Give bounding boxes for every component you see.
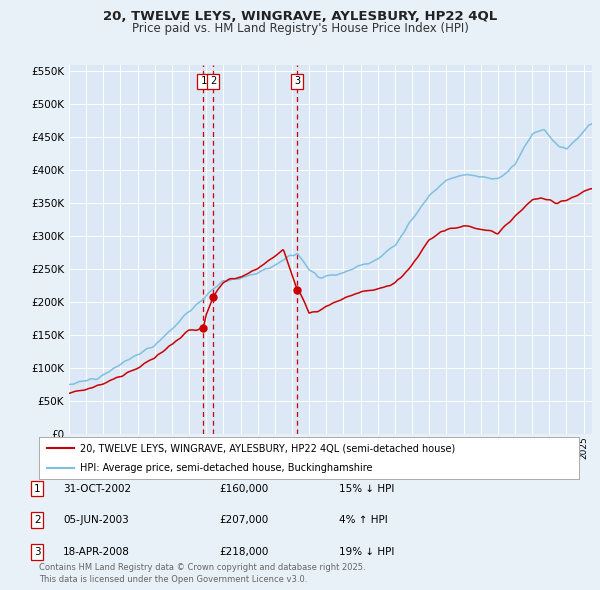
Text: 1: 1 <box>34 484 41 493</box>
Text: Price paid vs. HM Land Registry's House Price Index (HPI): Price paid vs. HM Land Registry's House … <box>131 22 469 35</box>
Text: 05-JUN-2003: 05-JUN-2003 <box>63 516 129 525</box>
Text: 18-APR-2008: 18-APR-2008 <box>63 548 130 557</box>
Text: 4% ↑ HPI: 4% ↑ HPI <box>339 516 388 525</box>
Text: 20, TWELVE LEYS, WINGRAVE, AYLESBURY, HP22 4QL: 20, TWELVE LEYS, WINGRAVE, AYLESBURY, HP… <box>103 10 497 23</box>
Text: HPI: Average price, semi-detached house, Buckinghamshire: HPI: Average price, semi-detached house,… <box>79 463 372 473</box>
Text: 20, TWELVE LEYS, WINGRAVE, AYLESBURY, HP22 4QL (semi-detached house): 20, TWELVE LEYS, WINGRAVE, AYLESBURY, HP… <box>79 443 455 453</box>
Text: 1: 1 <box>200 77 206 87</box>
Text: 31-OCT-2002: 31-OCT-2002 <box>63 484 131 493</box>
Text: £160,000: £160,000 <box>219 484 268 493</box>
Text: 2: 2 <box>211 77 217 87</box>
Text: £218,000: £218,000 <box>219 548 268 557</box>
Text: 3: 3 <box>294 77 300 87</box>
Text: £207,000: £207,000 <box>219 516 268 525</box>
Text: 15% ↓ HPI: 15% ↓ HPI <box>339 484 394 493</box>
Text: 2: 2 <box>34 516 41 525</box>
Text: 19% ↓ HPI: 19% ↓ HPI <box>339 548 394 557</box>
Text: 3: 3 <box>34 548 41 557</box>
Text: Contains HM Land Registry data © Crown copyright and database right 2025.
This d: Contains HM Land Registry data © Crown c… <box>39 563 365 584</box>
